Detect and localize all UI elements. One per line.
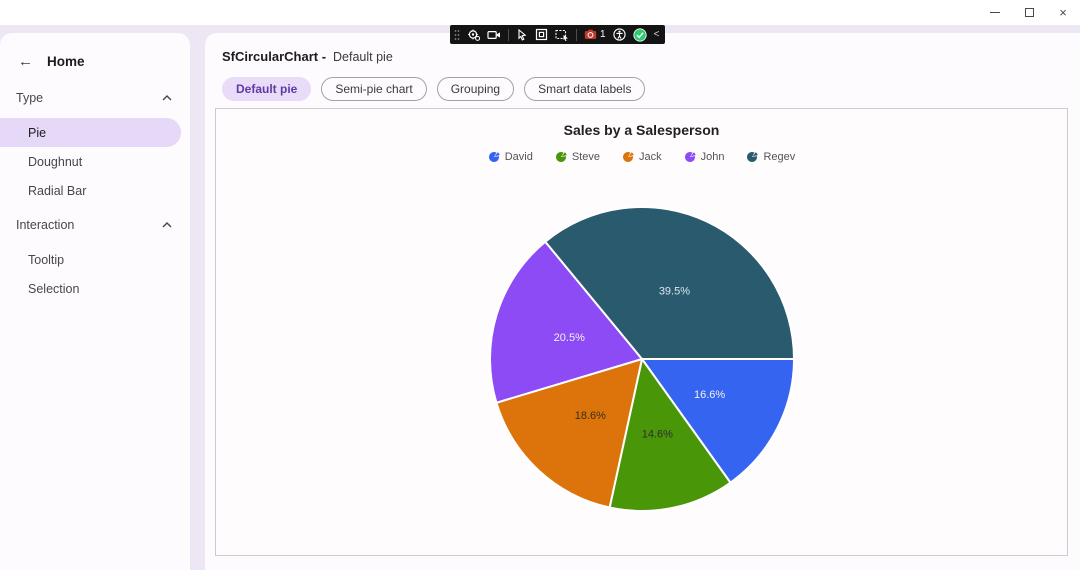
sidebar-item-doughnut[interactable]: Doughnut (0, 147, 190, 176)
chip-grouping[interactable]: Grouping (436, 77, 515, 101)
legend-pie-icon (747, 152, 759, 162)
data-label-steve: 14.6% (642, 428, 673, 440)
pie-slice-regev[interactable] (544, 206, 795, 360)
legend-label: Jack (638, 151, 662, 163)
sidebar-item-label: Radial Bar (28, 183, 87, 198)
home-label: Home (47, 54, 85, 69)
chart-legend: David Steve Jack John Regev (216, 151, 1067, 163)
chart-title: Sales by a Salesperson (563, 122, 720, 138)
chip-label: Grouping (450, 82, 501, 96)
pie-chart-svg[interactable]: 16.6% 14.6% 18.6% 20.5% 39.5% (216, 109, 1067, 555)
legend-label: Regev (763, 151, 796, 163)
window-titlebar: × (0, 0, 1080, 25)
legend-pie-icon (555, 152, 567, 162)
maximize-icon (1024, 8, 1034, 17)
close-icon: × (1059, 5, 1067, 20)
minimize-button[interactable] (978, 0, 1012, 25)
sidebar-section-interaction[interactable]: Interaction (0, 205, 190, 245)
chart-card: 16.6% 14.6% 18.6% 20.5% 39.5% Sales by a Sal… (215, 108, 1068, 556)
chip-label: Semi-pie chart (335, 82, 413, 96)
sidebar-item-pie[interactable]: Pie (0, 118, 181, 147)
sample-chip-row: Default pie Semi-pie chart Grouping Smar… (205, 64, 1080, 101)
sidebar-item-label: Pie (28, 125, 47, 140)
page-title: SfCircularChart - (222, 49, 327, 64)
legend-item-regev[interactable]: Regev (746, 151, 795, 163)
stop-frame-icon[interactable] (535, 28, 548, 41)
legend-item-john[interactable]: John (684, 151, 725, 163)
legend-item-steve[interactable]: Steve (555, 151, 600, 163)
data-label-john: 20.5% (554, 332, 585, 344)
chip-label: Smart data labels (538, 82, 632, 96)
section-label: Type (16, 91, 44, 105)
sidebar-home-row[interactable]: ← Home (0, 33, 190, 78)
chip-label: Default pie (236, 82, 298, 96)
close-button[interactable]: × (1046, 0, 1080, 25)
capture-toolbar[interactable]: 1 < (450, 25, 666, 44)
back-arrow-icon[interactable]: ← (18, 53, 33, 70)
toolbar-collapse-chevron[interactable]: < (653, 28, 660, 40)
data-label-jack: 18.6% (575, 410, 606, 422)
accessibility-icon[interactable] (612, 28, 626, 41)
pie-slice-john[interactable] (489, 240, 643, 404)
chevron-up-icon (162, 222, 172, 228)
pie-slice-david[interactable] (641, 358, 795, 484)
legend-label: Steve (571, 151, 600, 163)
legend-label: John (700, 151, 725, 163)
sidebar-item-label: Tooltip (28, 252, 65, 267)
window-controls: × (978, 0, 1080, 25)
camera-count-icon[interactable] (584, 28, 597, 41)
record-target-icon[interactable] (467, 28, 480, 41)
data-label-david: 16.6% (694, 389, 725, 401)
toolbar-divider (576, 28, 577, 41)
legend-label: David (504, 151, 533, 163)
sidebar-item-selection[interactable]: Selection (0, 274, 190, 303)
pie-slice-steve[interactable] (608, 358, 732, 512)
legend-item-jack[interactable]: Jack (622, 151, 662, 163)
cursor-icon[interactable] (516, 28, 528, 41)
toolbar-divider (508, 28, 509, 41)
region-capture-icon[interactable] (555, 28, 569, 41)
page-subtitle: Default pie (333, 50, 393, 64)
breadcrumb: SfCircularChart - Default pie (205, 33, 1080, 64)
sidebar-section-type[interactable]: Type (0, 78, 190, 118)
data-label-regev: 39.5% (659, 285, 690, 297)
legend-pie-icon (488, 152, 500, 162)
sidebar-item-tooltip[interactable]: Tooltip (0, 245, 190, 274)
chevron-up-icon (162, 95, 172, 101)
maximize-button[interactable] (1012, 0, 1046, 25)
grip-icon[interactable] (454, 28, 460, 41)
chip-smart-data-labels[interactable]: Smart data labels (524, 77, 646, 101)
sidebar-item-radial-bar[interactable]: Radial Bar (0, 176, 190, 205)
legend-pie-icon (622, 152, 634, 162)
chip-semi-pie-chart[interactable]: Semi-pie chart (321, 77, 427, 101)
video-camera-icon[interactable] (487, 28, 501, 41)
legend-item-david[interactable]: David (488, 151, 533, 163)
capture-count-badge: 1 (600, 28, 606, 40)
sidebar: ← Home Type Pie Doughnut Radial Bar Inte… (0, 33, 190, 570)
sidebar-item-label: Doughnut (28, 154, 83, 169)
main-panel: SfCircularChart - Default pie Default pi… (205, 33, 1080, 570)
section-label: Interaction (16, 218, 75, 232)
sidebar-item-label: Selection (28, 281, 80, 296)
chip-default-pie[interactable]: Default pie (222, 77, 312, 101)
status-check-icon[interactable] (632, 27, 647, 42)
legend-pie-icon (684, 152, 696, 162)
minimize-icon (990, 11, 1000, 14)
pie-slice-jack[interactable] (495, 358, 643, 509)
